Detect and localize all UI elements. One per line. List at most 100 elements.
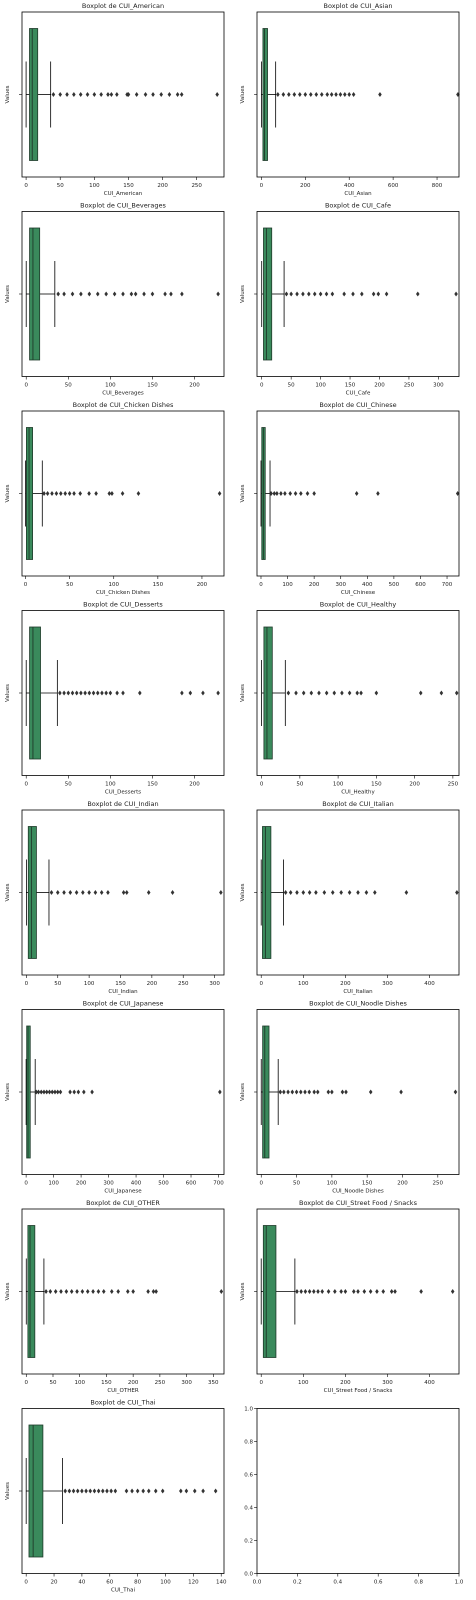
x-tick-label: 250 bbox=[155, 1380, 166, 1386]
outlier-point bbox=[45, 491, 50, 496]
outlier-point bbox=[282, 1089, 286, 1095]
outlier-point bbox=[72, 491, 76, 496]
outlier-point bbox=[288, 491, 293, 496]
outlier-point bbox=[120, 491, 125, 496]
subplot-title: Boxplot de CUI_Noodle Dishes bbox=[309, 1000, 407, 1008]
outlier-point bbox=[126, 1289, 130, 1294]
subplot: Boxplot de CUI_Asian Values CUI_Asian 0 200 4… bbox=[240, 2, 460, 197]
y-tick-label: 0.2 bbox=[244, 1539, 253, 1545]
outlier-point bbox=[91, 690, 96, 696]
x-axis-label: CUI_OTHER bbox=[107, 1388, 139, 1394]
outlier-point bbox=[136, 491, 141, 496]
outlier-point bbox=[75, 1289, 79, 1294]
outlier-point bbox=[71, 1488, 76, 1494]
outlier-point bbox=[151, 1289, 156, 1294]
x-tick-label: 300 bbox=[209, 981, 220, 987]
outlier-point bbox=[87, 291, 92, 297]
outlier-point bbox=[418, 690, 423, 696]
x-tick-label: 500 bbox=[389, 582, 400, 588]
y-tick-label: 0.4 bbox=[244, 1506, 253, 1512]
outlier-point bbox=[286, 1089, 290, 1095]
outlier-point bbox=[330, 291, 335, 297]
outlier-point bbox=[290, 1089, 295, 1095]
outlier-point bbox=[284, 291, 289, 297]
x-tick-label: 400 bbox=[424, 981, 435, 987]
outlier-point bbox=[324, 291, 329, 297]
x-tick-label: 100 bbox=[282, 582, 293, 588]
x-tick-label: 0.4 bbox=[333, 1580, 342, 1586]
x-tick-label: 300 bbox=[382, 1380, 393, 1386]
x-tick-label: 150 bbox=[147, 782, 158, 788]
outlier-point bbox=[338, 92, 343, 97]
outlier-point bbox=[299, 491, 303, 496]
outlier-point bbox=[324, 690, 329, 696]
outlier-point bbox=[109, 92, 114, 97]
outlier-point bbox=[415, 291, 420, 297]
outlier-point bbox=[404, 890, 409, 895]
outlier-point bbox=[455, 890, 459, 895]
axes-frame bbox=[21, 1208, 225, 1375]
outlier-point bbox=[67, 491, 72, 496]
axes-frame bbox=[21, 809, 225, 976]
y-tick-label: 0.0 bbox=[244, 1572, 253, 1578]
y-axis-label: Values bbox=[5, 1482, 11, 1500]
outlier-point bbox=[295, 291, 299, 297]
iqr-box bbox=[262, 28, 268, 161]
outlier-point bbox=[309, 690, 314, 696]
x-tick-label: 0 bbox=[260, 183, 264, 189]
outlier-point bbox=[129, 291, 134, 297]
outlier-point bbox=[343, 92, 347, 97]
x-tick-label: 100 bbox=[333, 782, 344, 788]
outlier-point bbox=[105, 1488, 109, 1494]
outlier-point bbox=[301, 690, 306, 696]
outlier-point bbox=[113, 1488, 118, 1494]
axes-frame bbox=[256, 11, 460, 178]
outlier-point bbox=[295, 890, 299, 895]
x-tick-label: 100 bbox=[89, 183, 100, 189]
x-tick-label: 700 bbox=[213, 1181, 224, 1187]
subplot: Boxplot de CUI_Indian Values CUI_Indian 0 50… bbox=[5, 800, 225, 995]
axes-frame bbox=[256, 1408, 460, 1574]
x-tick-label: 100 bbox=[315, 383, 326, 389]
subplot-title: Boxplot de CUI_Healthy bbox=[320, 601, 397, 609]
x-tick-label: 0 bbox=[24, 183, 28, 189]
y-axis-label: Values bbox=[5, 484, 11, 502]
outlier-point bbox=[115, 690, 119, 696]
y-tick-label: 1.0 bbox=[244, 1407, 253, 1413]
x-tick-label: 100 bbox=[108, 582, 119, 588]
outlier-point bbox=[339, 890, 343, 895]
outlier-point bbox=[49, 890, 54, 895]
outlier-point bbox=[69, 1289, 74, 1294]
outlier-point bbox=[100, 690, 104, 696]
y-axis-label: Values bbox=[240, 484, 246, 502]
outlier-point bbox=[281, 92, 286, 97]
outlier-point bbox=[419, 1289, 423, 1294]
outlier-point bbox=[64, 1289, 69, 1294]
x-tick-label: 150 bbox=[123, 183, 134, 189]
x-tick-label: 0 bbox=[259, 582, 263, 588]
outlier-point bbox=[368, 1089, 373, 1095]
x-tick-label: 100 bbox=[298, 981, 309, 987]
subplot-title: Boxplot de CUI_Italian bbox=[322, 800, 393, 808]
outlier-point bbox=[342, 291, 346, 297]
x-tick-label: 0 bbox=[25, 1380, 29, 1386]
x-axis-label: CUI_Italian bbox=[343, 989, 373, 995]
outlier-point bbox=[106, 92, 110, 97]
subplot-title: Boxplot de CUI_Indian bbox=[87, 800, 158, 808]
outlier-point bbox=[294, 1089, 299, 1095]
subplot: Boxplot de CUI_American Values CUI_America… bbox=[5, 2, 225, 197]
x-tick-label: 100 bbox=[74, 1380, 85, 1386]
outlier-point bbox=[169, 291, 173, 297]
outlier-point bbox=[47, 1089, 52, 1095]
outlier-point bbox=[276, 92, 280, 97]
iqr-box bbox=[263, 626, 273, 760]
outlier-point bbox=[218, 1089, 222, 1095]
outlier-point bbox=[312, 1289, 316, 1294]
outlier-point bbox=[115, 92, 119, 97]
x-axis-label: CUI_Chicken Dishes bbox=[96, 590, 150, 596]
x-tick-label: 150 bbox=[147, 383, 158, 389]
outlier-point bbox=[305, 491, 310, 496]
iqr-box bbox=[262, 1225, 277, 1358]
outlier-point bbox=[312, 491, 316, 496]
outlier-point bbox=[301, 291, 305, 297]
